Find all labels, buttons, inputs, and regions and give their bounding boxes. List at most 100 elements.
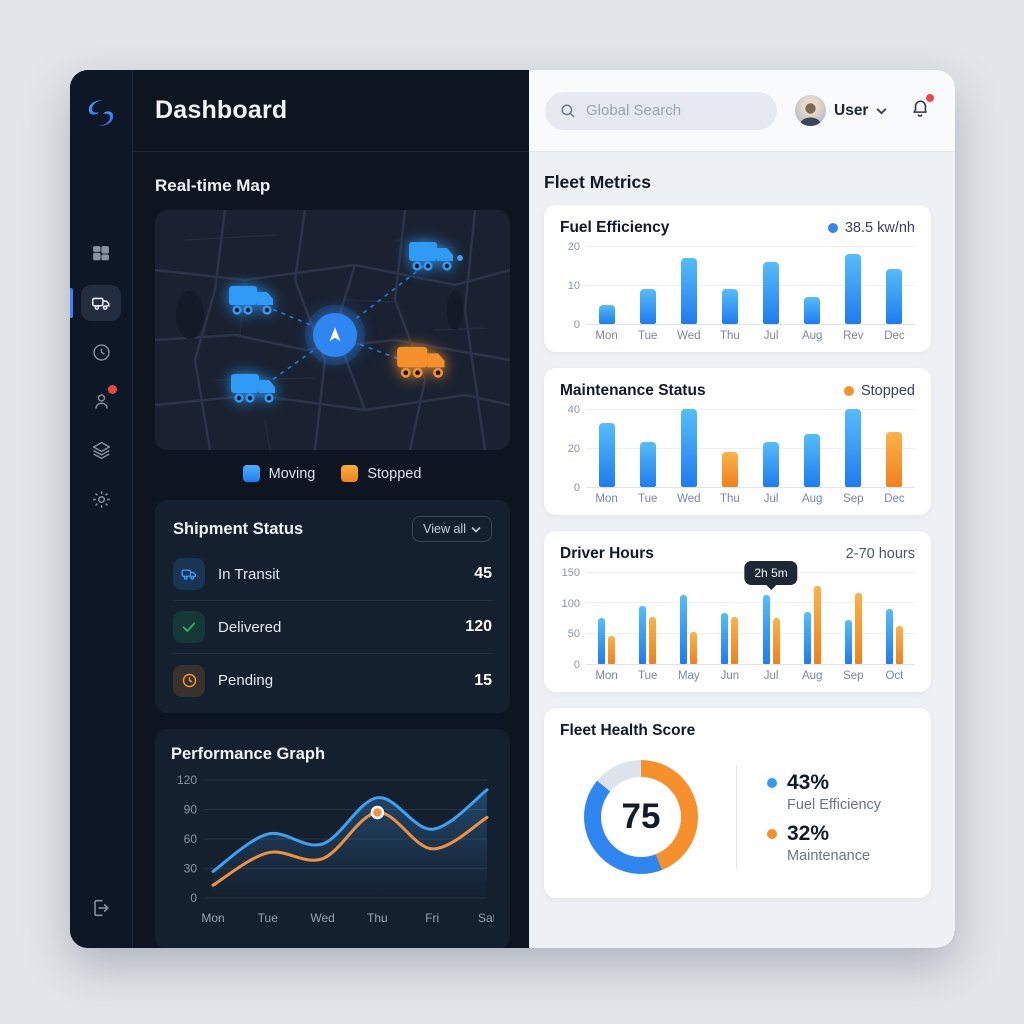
bar[interactable]	[844, 619, 852, 664]
bar[interactable]	[598, 304, 615, 324]
stat-label: Fuel Efficiency	[787, 796, 882, 813]
global-search[interactable]	[545, 91, 777, 130]
realtime-map[interactable]	[155, 210, 510, 450]
notifications-button[interactable]	[909, 94, 935, 124]
svg-text:Mon: Mon	[201, 911, 224, 925]
bar[interactable]	[854, 593, 862, 664]
bar[interactable]	[885, 608, 893, 664]
shipment-row-pending[interactable]: Pending 15	[173, 654, 492, 707]
bar-group	[874, 573, 915, 664]
bar-group	[668, 409, 709, 487]
bar[interactable]	[763, 261, 780, 324]
bar[interactable]	[680, 409, 697, 487]
bar-group	[709, 573, 750, 664]
bar[interactable]	[886, 432, 903, 487]
bar[interactable]	[680, 257, 697, 324]
y-tick-label: 0	[573, 319, 580, 331]
chart-title: Maintenance Status	[560, 382, 706, 399]
active-indicator	[70, 288, 73, 318]
logout-button[interactable]	[90, 897, 112, 924]
bar[interactable]	[804, 434, 821, 487]
health-stat: 32% Maintenance	[767, 822, 881, 864]
svg-text:Wed: Wed	[310, 911, 334, 925]
bar[interactable]	[772, 618, 780, 664]
bar[interactable]	[813, 585, 821, 664]
bell-icon	[913, 100, 928, 117]
sidebar-item-settings[interactable]	[81, 481, 121, 517]
stat-label: Maintenance	[787, 847, 871, 864]
main-panel: Dashboard Real-time Map	[133, 70, 529, 948]
divider	[736, 765, 737, 869]
svg-text:Tue: Tue	[258, 911, 279, 925]
x-tick-label: Aug	[801, 330, 823, 342]
line-marker	[370, 805, 385, 820]
y-tick-label: 0	[573, 659, 580, 671]
bar[interactable]	[804, 296, 821, 324]
user-menu[interactable]: User	[795, 95, 888, 126]
x-tick-label: Sep	[843, 670, 864, 682]
bar[interactable]	[721, 451, 738, 487]
bar[interactable]	[803, 611, 811, 664]
bar[interactable]	[845, 409, 862, 487]
sidebar-item-layers[interactable]	[81, 432, 121, 468]
bar[interactable]	[608, 636, 616, 664]
in-transit-count: 45	[474, 565, 492, 582]
bar-plot: 2h 5m	[586, 560, 915, 665]
sidebar-item-history[interactable]	[81, 334, 121, 370]
bar[interactable]	[639, 605, 647, 664]
x-tick-label: Aug	[801, 493, 823, 505]
legend-text: Stopped	[860, 383, 915, 399]
gridline	[586, 409, 915, 410]
sidebar-item-fleet[interactable]	[70, 285, 121, 321]
bar[interactable]	[598, 422, 615, 487]
gridline	[586, 246, 915, 247]
x-axis-labels: Mon Tue Wed Thu Jul Aug Rev Dec	[586, 330, 915, 342]
search-input[interactable]	[586, 102, 746, 119]
performance-line-chart[interactable]: 120 90 60 30 0 Mon Tue Wed Thu Fri Sat	[171, 770, 497, 935]
bar[interactable]	[845, 253, 862, 324]
stat-dot	[767, 828, 777, 839]
sidebar-item-drivers[interactable]	[81, 383, 121, 419]
performance-graph-title: Performance Graph	[171, 745, 326, 763]
bar[interactable]	[762, 594, 770, 664]
map-truck-moving-2[interactable]	[227, 282, 279, 318]
chart-header-value: 2-70 hours	[845, 546, 915, 562]
shipment-row-in-transit[interactable]: In Transit 45	[173, 548, 492, 601]
x-tick-label: Oct	[885, 670, 904, 682]
bar[interactable]	[680, 595, 688, 664]
gridline	[586, 602, 915, 604]
x-tick-label: Dec	[884, 330, 905, 342]
bar[interactable]	[649, 616, 657, 664]
bar[interactable]	[690, 632, 698, 664]
logout-icon	[94, 899, 109, 917]
chart-title: Driver Hours	[560, 545, 654, 562]
bar[interactable]	[598, 618, 606, 664]
x-tick-label: Mon	[595, 493, 618, 505]
gridline	[586, 632, 915, 634]
map-truck-stopped[interactable]	[395, 342, 451, 382]
bar[interactable]	[639, 288, 656, 324]
bar-group	[668, 573, 709, 664]
bar[interactable]	[721, 613, 729, 664]
x-tick-label: Mon	[595, 330, 618, 342]
shipment-row-delivered[interactable]: Delivered 120	[173, 601, 492, 654]
view-all-button[interactable]: View all	[412, 516, 492, 542]
bar[interactable]	[721, 288, 738, 324]
chart-header: Fuel Efficiency 38.5 kw/nh	[560, 219, 915, 237]
map-truck-moving-3[interactable]	[229, 370, 281, 406]
bar[interactable]	[895, 625, 903, 664]
map-truck-moving-1[interactable]	[407, 238, 459, 274]
bar-group	[792, 573, 833, 664]
svg-text:30: 30	[184, 862, 198, 876]
svg-text:Thu: Thu	[367, 911, 388, 925]
page-title: Dashboard	[155, 96, 288, 124]
bar-group	[709, 247, 750, 324]
bar[interactable]	[763, 442, 780, 487]
bar[interactable]	[886, 269, 903, 324]
chart-header: Driver Hours 2-70 hours	[560, 545, 915, 563]
bar[interactable]	[731, 616, 739, 664]
shipment-status-card: Shipment Status View all In Transit	[155, 500, 510, 713]
sidebar-item-dashboard[interactable]	[81, 236, 121, 272]
x-tick-label: Rev	[843, 330, 864, 342]
bar[interactable]	[639, 442, 656, 487]
